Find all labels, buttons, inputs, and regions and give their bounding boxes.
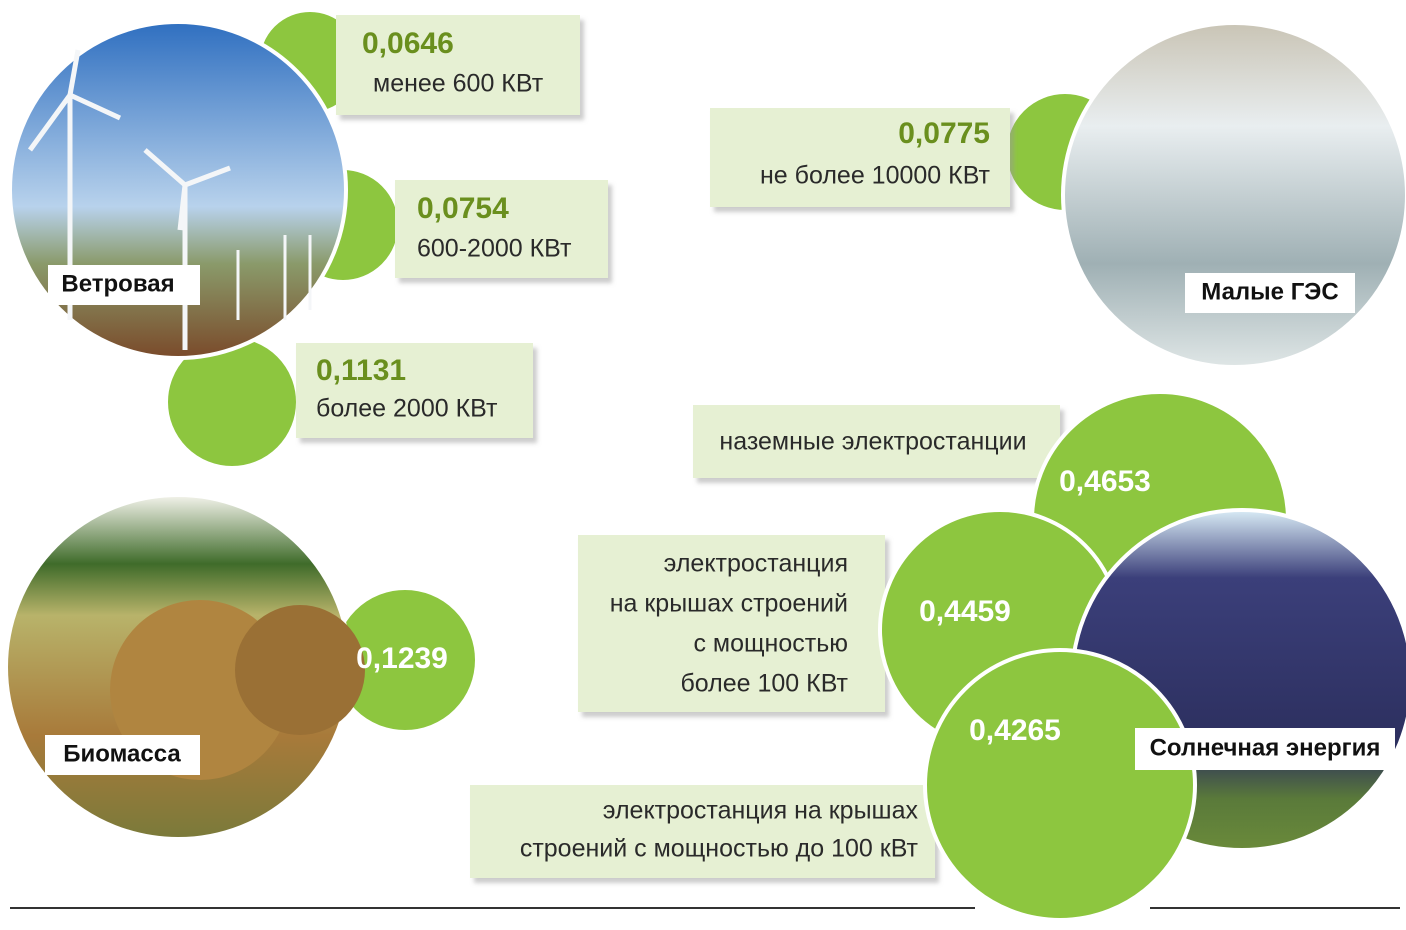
value: 0,4459 xyxy=(919,595,1011,628)
description: на крышах строений xyxy=(610,590,848,618)
value: 0,0646 xyxy=(362,27,454,60)
description: с мощностью xyxy=(693,630,848,658)
description: более 2000 КВт xyxy=(316,395,498,423)
hydro-group: Малые ГЭС 0,0775 не более 10000 КВт xyxy=(710,23,1406,367)
group-label: Солнечная энергия xyxy=(1150,734,1381,761)
value: 0,0775 xyxy=(898,117,990,150)
group-label: Биомасса xyxy=(63,740,181,767)
wind-group: Ветровая 0,0646 менее 600 КВт 0,0754 600… xyxy=(10,10,608,468)
value: 0,4265 xyxy=(969,714,1061,747)
value: 0,1131 xyxy=(316,354,406,387)
biomass-group: Биомасса 0,1239 xyxy=(6,495,477,839)
group-label: Ветровая xyxy=(61,270,174,297)
infographic: Ветровая 0,0646 менее 600 КВт 0,0754 600… xyxy=(0,0,1406,930)
description: 600-2000 КВт xyxy=(417,235,572,263)
value-circle xyxy=(925,650,1195,920)
description: менее 600 КВт xyxy=(373,70,544,98)
value: 0,0754 xyxy=(417,192,509,225)
hay-bale xyxy=(235,605,365,735)
wind-photo xyxy=(10,22,346,358)
description: электростанция xyxy=(664,550,848,578)
description: не более 10000 КВт xyxy=(760,162,991,190)
description: более 100 КВт xyxy=(680,670,848,698)
solar-group: наземные электростанции электростанция н… xyxy=(470,392,1406,920)
group-label: Малые ГЭС xyxy=(1201,278,1338,305)
value: 0,1239 xyxy=(356,642,448,675)
description: строений с мощностью до 100 кВт xyxy=(520,835,919,863)
hydro-photo xyxy=(1063,23,1406,367)
description: наземные электростанции xyxy=(719,428,1026,456)
description: электростанция на крышах xyxy=(603,797,919,825)
value: 0,4653 xyxy=(1059,465,1151,498)
